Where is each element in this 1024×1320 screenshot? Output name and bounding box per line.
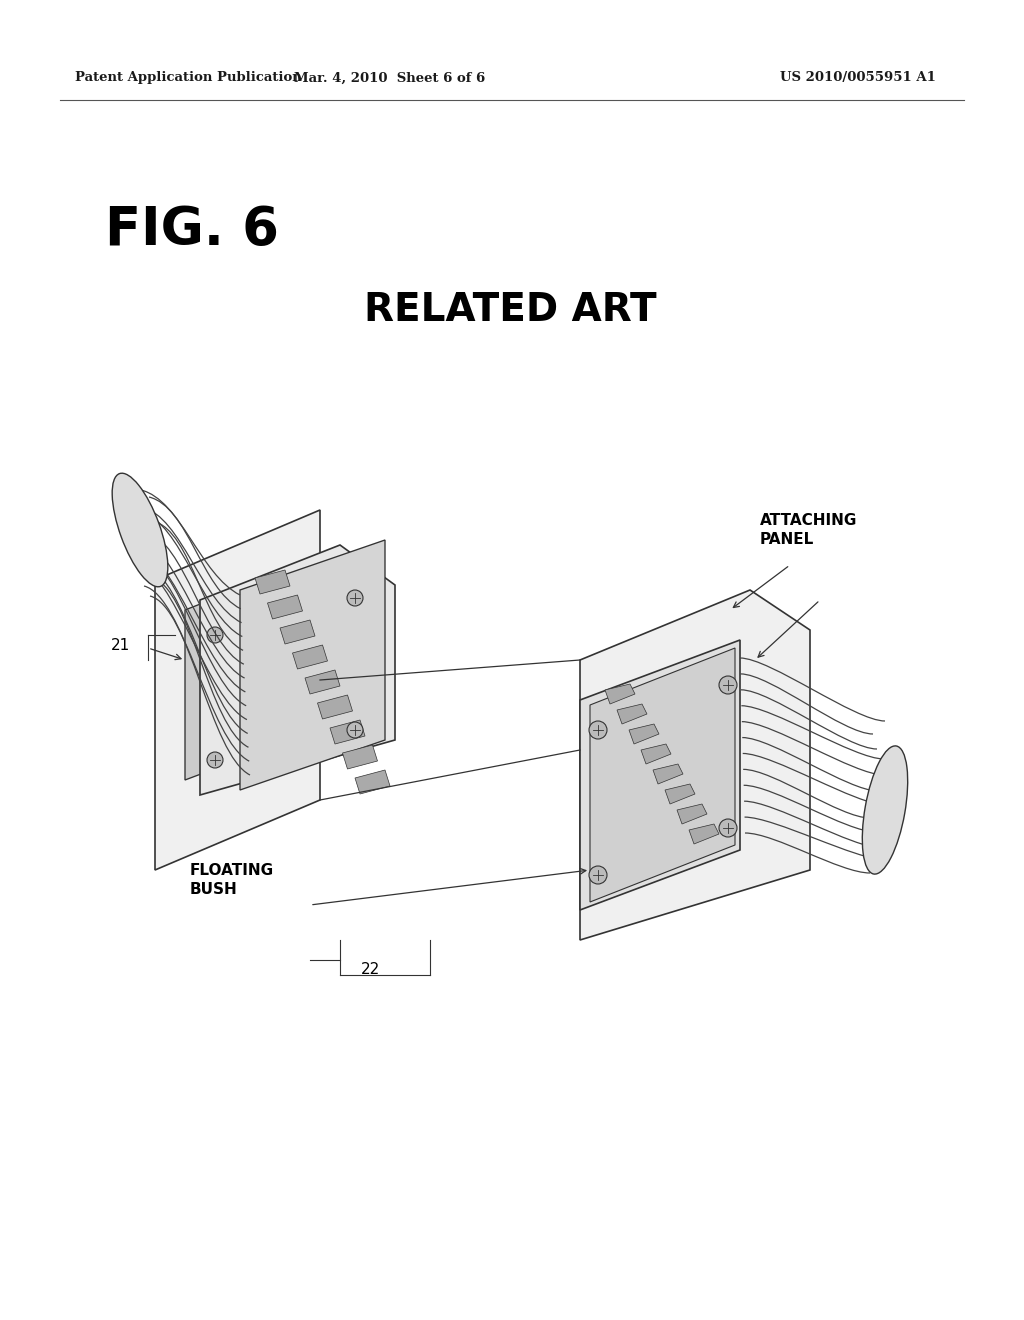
Text: FLOATING
BUSH: FLOATING BUSH bbox=[190, 862, 274, 898]
Polygon shape bbox=[653, 764, 683, 784]
Text: Mar. 4, 2010  Sheet 6 of 6: Mar. 4, 2010 Sheet 6 of 6 bbox=[294, 71, 485, 84]
Polygon shape bbox=[617, 704, 647, 723]
Polygon shape bbox=[200, 545, 395, 795]
Text: 21: 21 bbox=[111, 638, 130, 652]
Polygon shape bbox=[185, 558, 318, 780]
Polygon shape bbox=[605, 684, 635, 704]
Circle shape bbox=[719, 676, 737, 694]
Circle shape bbox=[207, 752, 223, 768]
Text: US 2010/0055951 A1: US 2010/0055951 A1 bbox=[780, 71, 936, 84]
Polygon shape bbox=[293, 645, 328, 669]
Text: Patent Application Publication: Patent Application Publication bbox=[75, 71, 302, 84]
Circle shape bbox=[589, 866, 607, 884]
Polygon shape bbox=[240, 540, 385, 789]
Circle shape bbox=[589, 721, 607, 739]
Polygon shape bbox=[255, 570, 290, 594]
Polygon shape bbox=[590, 648, 735, 902]
Polygon shape bbox=[317, 696, 352, 719]
Polygon shape bbox=[267, 595, 302, 619]
Polygon shape bbox=[629, 723, 659, 744]
Polygon shape bbox=[580, 590, 810, 940]
Ellipse shape bbox=[113, 473, 168, 587]
Circle shape bbox=[719, 818, 737, 837]
Text: RELATED ART: RELATED ART bbox=[364, 290, 656, 329]
Polygon shape bbox=[305, 671, 340, 694]
Text: 22: 22 bbox=[360, 962, 380, 978]
Polygon shape bbox=[641, 744, 671, 764]
Text: ATTACHING
PANEL: ATTACHING PANEL bbox=[760, 512, 857, 548]
Polygon shape bbox=[280, 620, 315, 644]
Ellipse shape bbox=[862, 746, 907, 874]
Circle shape bbox=[347, 722, 362, 738]
Text: FIG. 6: FIG. 6 bbox=[105, 205, 279, 256]
Polygon shape bbox=[342, 744, 378, 770]
Polygon shape bbox=[677, 804, 707, 824]
Polygon shape bbox=[689, 824, 719, 843]
Polygon shape bbox=[355, 770, 390, 795]
Polygon shape bbox=[580, 640, 740, 909]
Polygon shape bbox=[330, 719, 365, 744]
Polygon shape bbox=[155, 510, 319, 870]
Circle shape bbox=[347, 590, 362, 606]
Polygon shape bbox=[665, 784, 695, 804]
Circle shape bbox=[207, 627, 223, 643]
